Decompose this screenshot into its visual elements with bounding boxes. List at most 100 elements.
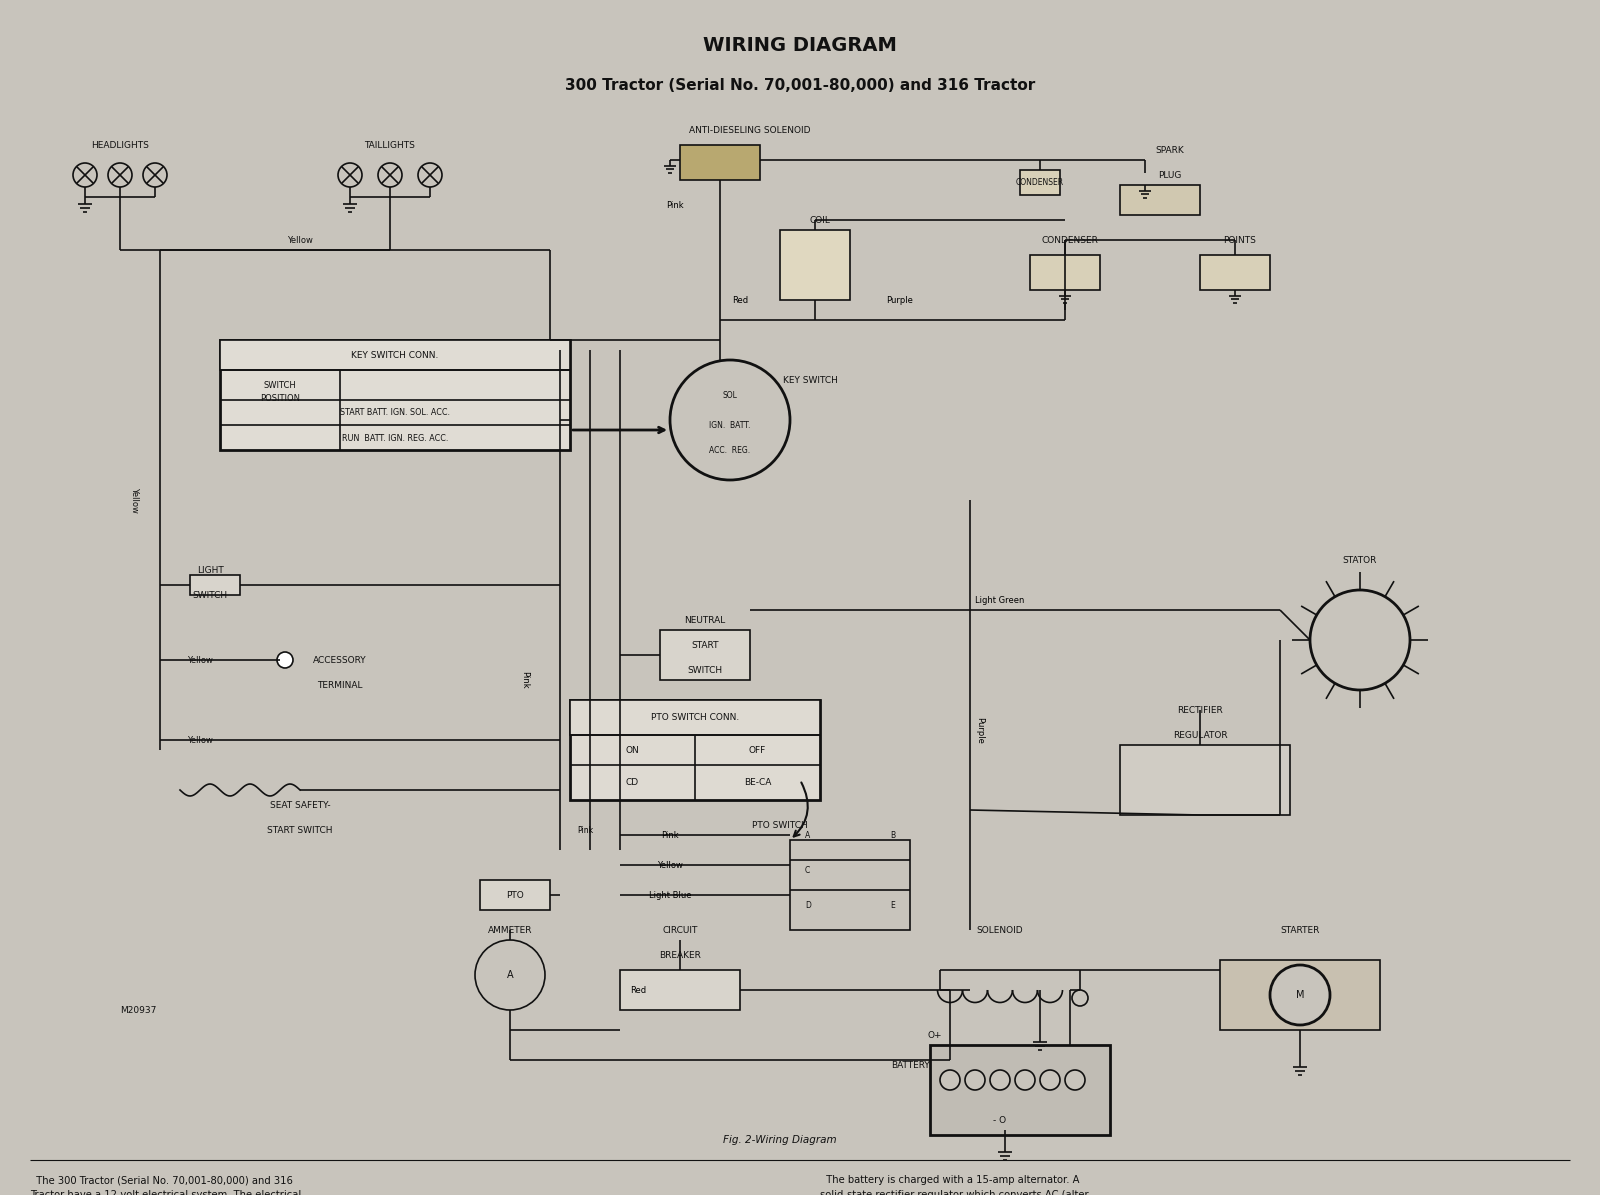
Text: M20937: M20937 xyxy=(120,1005,157,1015)
Text: NEUTRAL: NEUTRAL xyxy=(685,615,726,625)
Text: Yellow: Yellow xyxy=(187,656,213,664)
Circle shape xyxy=(941,1070,960,1090)
Bar xyxy=(781,229,850,300)
Bar xyxy=(661,630,750,680)
Text: REGULATOR: REGULATOR xyxy=(1173,730,1227,740)
Text: RUN  BATT. IGN. REG. ACC.: RUN BATT. IGN. REG. ACC. xyxy=(342,434,448,442)
Text: PTO: PTO xyxy=(506,890,523,900)
Text: Purple: Purple xyxy=(886,295,914,305)
Bar xyxy=(930,1044,1110,1135)
Circle shape xyxy=(277,652,293,668)
Text: STARTER: STARTER xyxy=(1280,925,1320,934)
Bar xyxy=(570,700,819,735)
Text: ON: ON xyxy=(626,746,640,754)
Text: START BATT. IGN. SOL. ACC.: START BATT. IGN. SOL. ACC. xyxy=(339,407,450,417)
Text: Pink: Pink xyxy=(666,201,683,209)
Text: SWITCH: SWITCH xyxy=(192,590,227,600)
Text: OFF: OFF xyxy=(749,746,766,754)
Text: The 300 Tractor (Serial No. 70,001-80,000) and 316
Tractor have a 12-volt electr: The 300 Tractor (Serial No. 70,001-80,00… xyxy=(30,1175,301,1195)
Text: SOL: SOL xyxy=(723,391,738,399)
Bar xyxy=(221,341,570,451)
Bar xyxy=(790,840,910,930)
Text: SEAT SAFETY-: SEAT SAFETY- xyxy=(270,801,330,809)
Text: RECTIFIER: RECTIFIER xyxy=(1178,705,1222,715)
Text: AMMETER: AMMETER xyxy=(488,925,533,934)
Circle shape xyxy=(965,1070,986,1090)
Text: IGN.  BATT.: IGN. BATT. xyxy=(709,421,750,429)
Text: KEY SWITCH: KEY SWITCH xyxy=(782,375,837,385)
Text: TAILLIGHTS: TAILLIGHTS xyxy=(365,141,416,149)
Text: BE-CA: BE-CA xyxy=(744,778,771,786)
Bar xyxy=(480,880,550,911)
Text: Yellow: Yellow xyxy=(187,735,213,744)
Text: A: A xyxy=(507,970,514,980)
Text: POINTS: POINTS xyxy=(1224,235,1256,245)
Bar xyxy=(190,575,240,595)
Text: STATOR: STATOR xyxy=(1342,556,1378,564)
Text: SOLENOID: SOLENOID xyxy=(976,925,1024,934)
Circle shape xyxy=(990,1070,1010,1090)
Bar xyxy=(1030,255,1101,290)
Text: BATTERY: BATTERY xyxy=(891,1060,930,1070)
Text: - O: - O xyxy=(994,1115,1006,1124)
Text: E: E xyxy=(890,901,894,909)
Text: Yellow: Yellow xyxy=(131,488,139,513)
Text: ANTI-DIESELING SOLENOID: ANTI-DIESELING SOLENOID xyxy=(690,125,811,135)
Text: Red: Red xyxy=(731,295,749,305)
Circle shape xyxy=(1270,966,1330,1025)
Text: ACCESSORY: ACCESSORY xyxy=(314,656,366,664)
Text: The battery is charged with a 15-amp alternator. A
solid-state rectifier-regulat: The battery is charged with a 15-amp alt… xyxy=(819,1175,1102,1195)
Bar xyxy=(1021,170,1059,195)
Text: KEY SWITCH CONN.: KEY SWITCH CONN. xyxy=(352,350,438,360)
Text: CONDENSER: CONDENSER xyxy=(1016,178,1064,186)
Circle shape xyxy=(1072,989,1088,1006)
Text: BREAKER: BREAKER xyxy=(659,950,701,960)
Text: Pink: Pink xyxy=(578,826,594,834)
Text: Fig. 2-Wiring Diagram: Fig. 2-Wiring Diagram xyxy=(723,1135,837,1145)
Text: Red: Red xyxy=(630,986,646,994)
Text: LIGHT: LIGHT xyxy=(197,565,224,575)
Circle shape xyxy=(1066,1070,1085,1090)
Text: PTO SWITCH: PTO SWITCH xyxy=(752,821,808,829)
Text: Light Green: Light Green xyxy=(976,595,1024,605)
Text: C: C xyxy=(805,865,810,875)
Bar xyxy=(1120,744,1290,815)
Text: D: D xyxy=(805,901,811,909)
Bar xyxy=(1200,255,1270,290)
Text: PTO SWITCH CONN.: PTO SWITCH CONN. xyxy=(651,712,739,722)
Text: CONDENSER: CONDENSER xyxy=(1042,235,1099,245)
Text: HEADLIGHTS: HEADLIGHTS xyxy=(91,141,149,149)
Bar xyxy=(680,145,760,180)
Text: O+: O+ xyxy=(928,1030,942,1040)
Text: PLUG: PLUG xyxy=(1158,171,1182,179)
Circle shape xyxy=(475,940,546,1010)
Bar xyxy=(1221,960,1379,1030)
Text: SPARK: SPARK xyxy=(1155,146,1184,154)
Text: START: START xyxy=(691,641,718,650)
Bar xyxy=(570,700,819,799)
Bar xyxy=(221,341,570,370)
Text: Pink: Pink xyxy=(520,672,530,688)
Text: 300 Tractor (Serial No. 70,001-80,000) and 316 Tractor: 300 Tractor (Serial No. 70,001-80,000) a… xyxy=(565,78,1035,92)
Text: COIL: COIL xyxy=(810,215,830,225)
Text: START SWITCH: START SWITCH xyxy=(267,826,333,834)
Text: CD: CD xyxy=(626,778,638,786)
Text: B: B xyxy=(890,831,894,840)
Circle shape xyxy=(1014,1070,1035,1090)
Bar xyxy=(621,970,739,1010)
Text: Yellow: Yellow xyxy=(658,860,683,870)
Text: ACC.  REG.: ACC. REG. xyxy=(709,446,750,454)
Text: Pink: Pink xyxy=(661,831,678,840)
Text: WIRING DIAGRAM: WIRING DIAGRAM xyxy=(702,36,898,55)
Text: POSITION: POSITION xyxy=(259,393,301,403)
Text: Yellow: Yellow xyxy=(286,235,314,245)
Text: SWITCH: SWITCH xyxy=(264,380,296,390)
Text: CIRCUIT: CIRCUIT xyxy=(662,925,698,934)
Circle shape xyxy=(1040,1070,1059,1090)
Bar xyxy=(1120,185,1200,215)
Text: A: A xyxy=(805,831,810,840)
Text: TERMINAL: TERMINAL xyxy=(317,680,363,690)
Text: Light Blue: Light Blue xyxy=(648,890,691,900)
Text: M: M xyxy=(1296,989,1304,1000)
Text: SWITCH: SWITCH xyxy=(688,666,723,674)
